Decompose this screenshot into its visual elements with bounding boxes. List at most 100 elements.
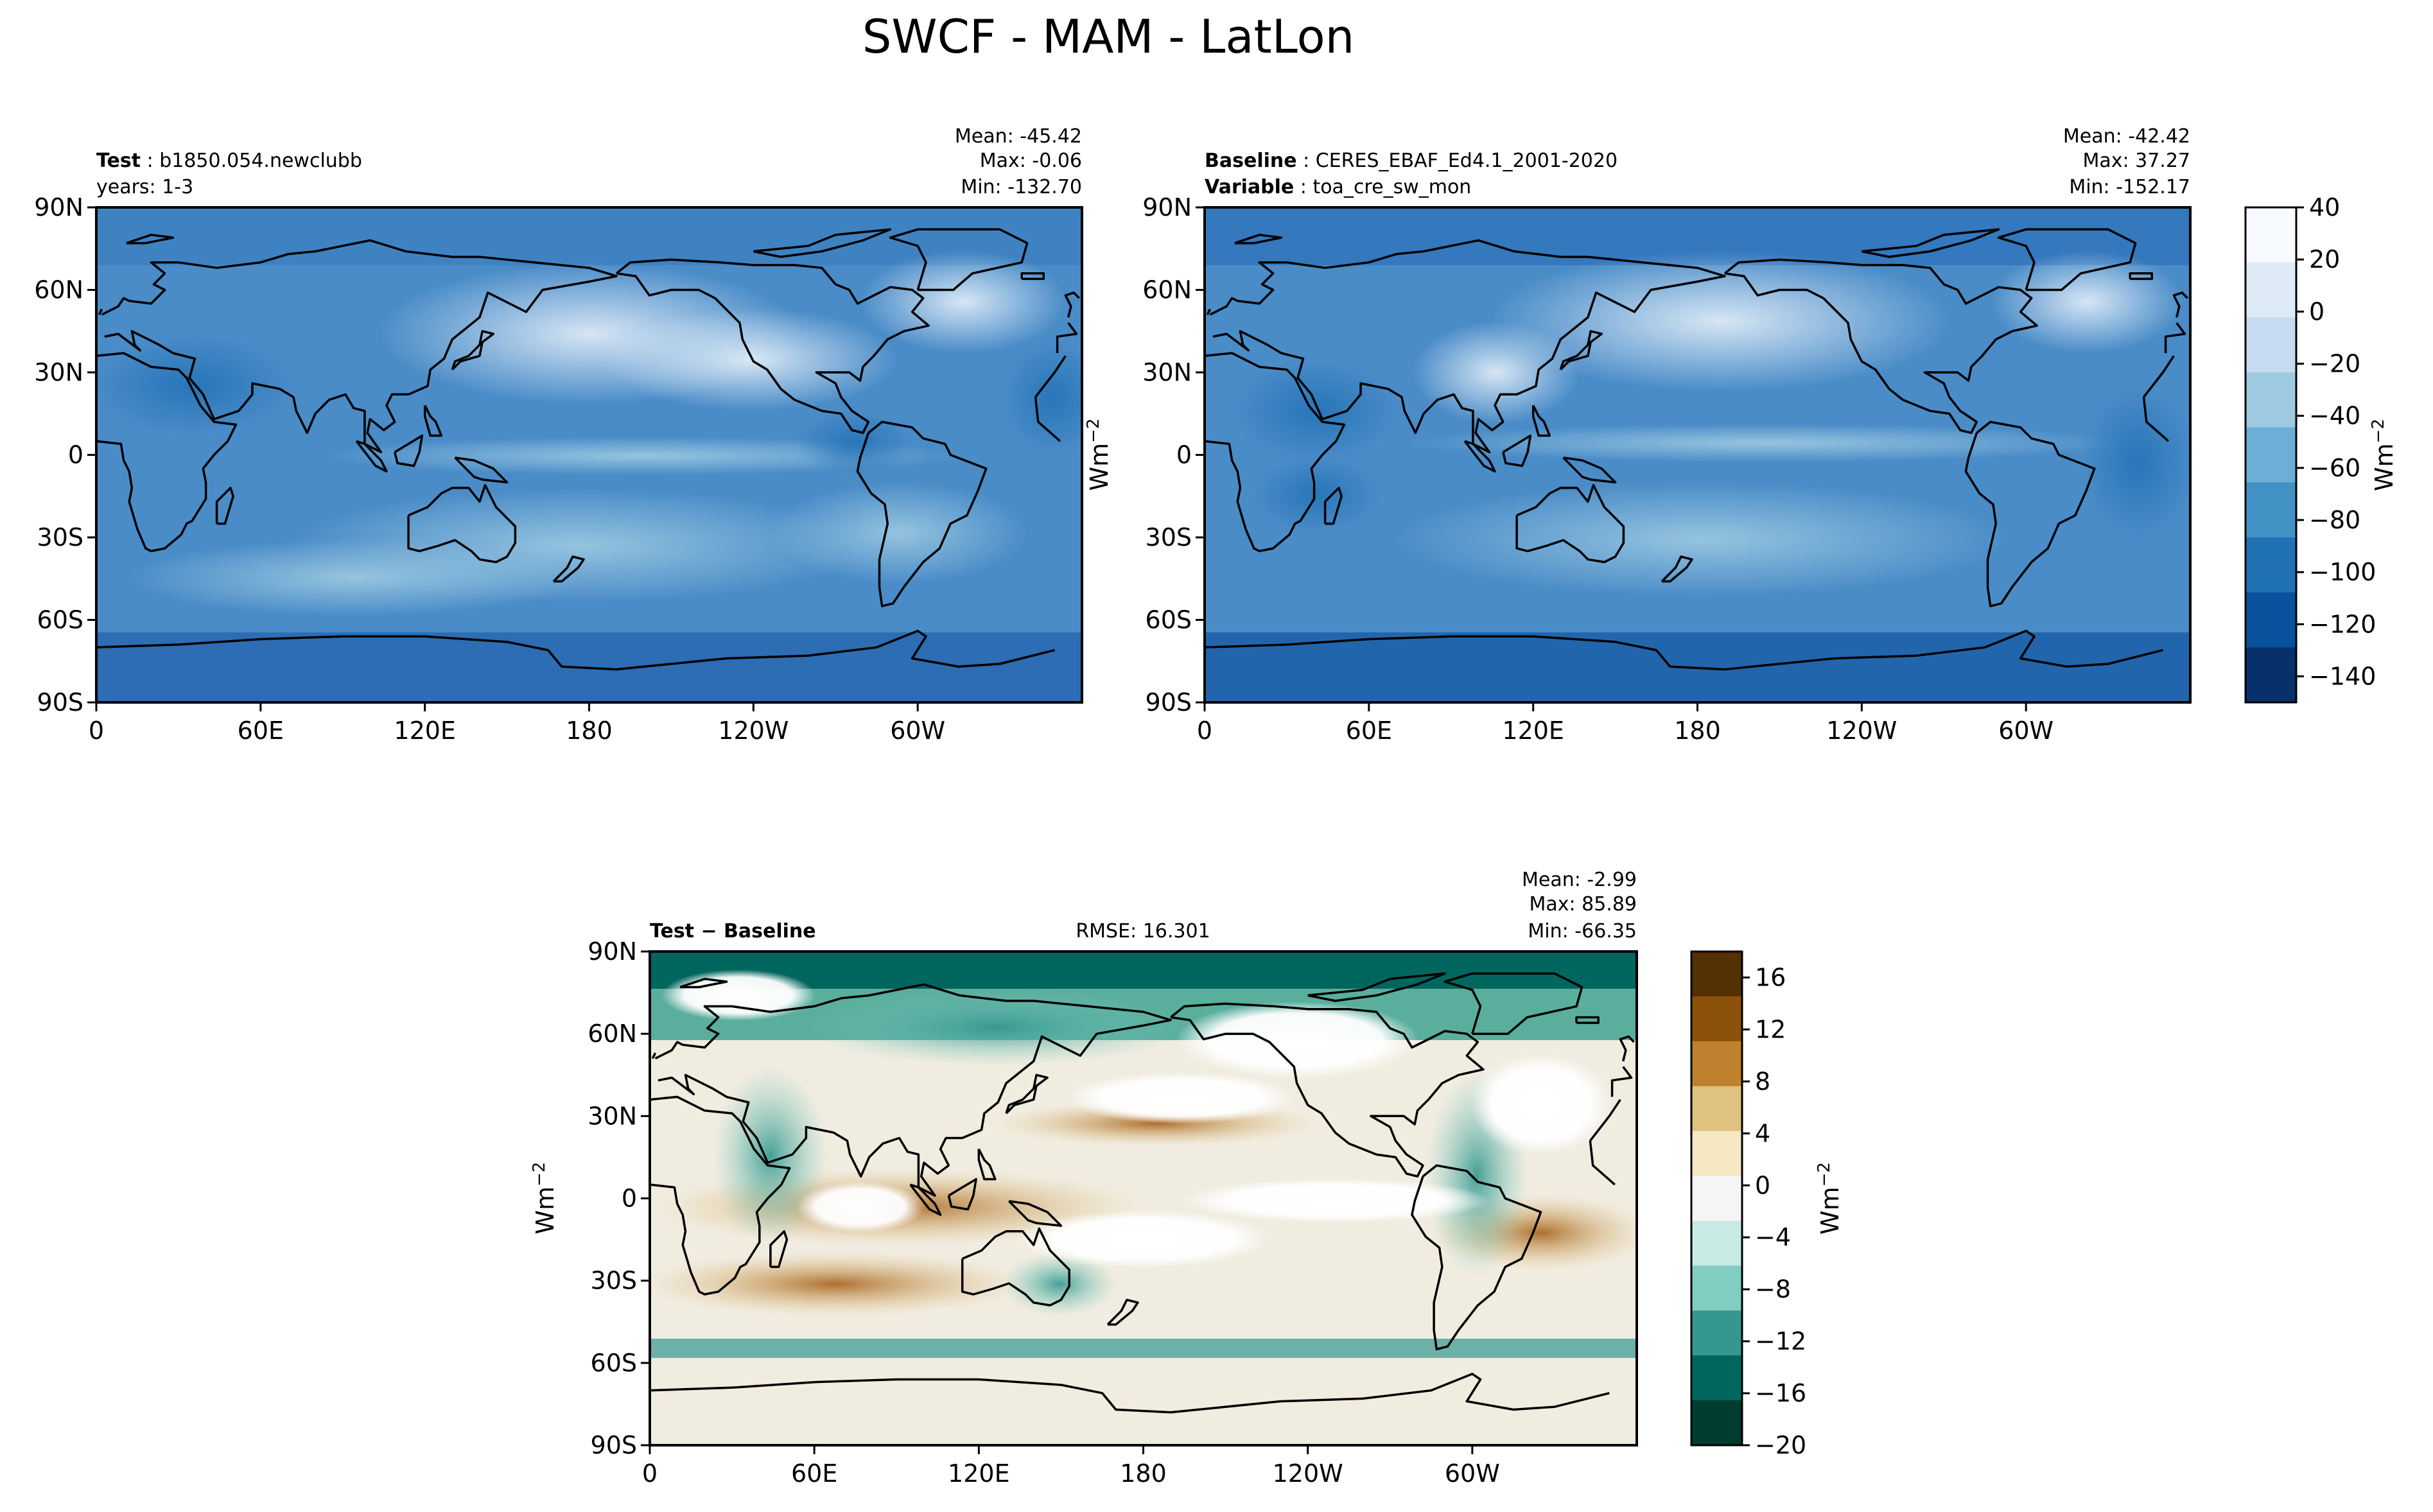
baseline-coast-sumatra [1463,440,1496,473]
top-colorbar-label: 40 [2309,193,2340,222]
test-side-unit: Wm−2 [1084,419,1113,491]
test-field [96,207,1082,702]
baseline-xtick-label: 0 [1197,717,1212,745]
panel-test [96,207,1082,702]
test-coast-new-zealand [552,555,585,583]
baseline-xtick-label: 120W [1826,717,1897,745]
difference-coast-greenland [1443,972,1583,1035]
top-colorbar-band [2246,592,2296,621]
bottom-colorbar-band [1691,1400,1742,1424]
difference-ytick-label: 0 [622,1185,637,1213]
difference-coastlines [649,972,1635,1414]
difference-map: 0 60E 120E 180 120W 60W 90N 60N 30N 0 30S 60S 90S [588,937,1638,1488]
difference-coast-canada-islands [1307,972,1446,1002]
baseline-label: Baseline [1205,150,1297,172]
baseline-ytick-label: 30N [1142,358,1192,387]
baseline-variable: Variable : toa_cre_sw_mon [1205,176,1471,198]
test-ytick-label: 90N [34,193,83,222]
baseline-header: Baseline : CERES_EBAF_Ed4.1_2001-2020 [1205,150,1618,172]
bottom-colorbar-band [1691,1288,1742,1312]
test-coast-antarctica [96,629,1055,671]
difference-xtick-label: 0 [642,1459,658,1488]
test-ytick-label: 60N [34,276,83,304]
difference-coast-south-america [1411,1164,1542,1351]
difference-coast-uk [651,1035,1635,1062]
baseline-case: CERES_EBAF_Ed4.1_2001-2020 [1316,150,1618,172]
test-header: Test : b1850.054.newclubb [96,150,362,172]
colorbars: 40200−20−40−60−80−100−120−140Wm−21612840… [1690,193,2398,1459]
bottom-colorbar-label: −8 [1755,1275,1791,1303]
baseline-colon: : [1297,150,1316,172]
difference-rmse: RMSE: 16.301 [1076,920,1210,943]
bottom-colorbar-band [1691,1198,1742,1222]
baseline-coast-canada-islands [1861,228,2000,258]
baseline-coast-philippines [1531,404,1551,437]
top-colorbar-unit: Wm−2 [2369,419,2398,491]
bottom-colorbar-label: 12 [1755,1015,1786,1043]
bottom-colorbar-band [1691,1176,1742,1199]
baseline-coast-new-guinea [1562,456,1617,484]
top-colorbar-band [2246,399,2296,428]
difference-xtick-label: 120W [1273,1459,1343,1488]
difference-coast-antarctica [649,1373,1610,1414]
bottom-colorbar-band [1691,1378,1742,1402]
bottom-colorbar-band [1691,973,1742,997]
baseline-coast-iceland [2129,272,2154,281]
bottom-colorbar-frame [1690,950,1743,1447]
test-coastlines [96,228,1080,671]
top-colorbar-band [2246,675,2296,703]
top-colorbar-band [2246,564,2296,593]
baseline-coast-new-zealand [1661,555,1693,583]
test-xtick-label: 180 [566,717,613,745]
top-colorbar-band [2246,510,2296,538]
bottom-colorbar-band [1691,1355,1742,1379]
baseline-min: Min: -152.17 [2069,176,2190,198]
baseline-ytick-label: 90N [1142,193,1192,222]
test-colon: : [141,150,159,172]
difference-coast-new-zealand [1106,1298,1139,1326]
bottom-colorbar-band [1691,1108,1742,1132]
bottom-colorbar-band [1691,996,1742,1020]
baseline-max: Max: 37.27 [2082,150,2190,172]
test-coast-iceland [1020,272,1045,281]
difference-ytick-label: 90S [591,1431,637,1459]
baseline-ytick-label: 90S [1146,688,1192,717]
bottom-colorbar-label: 0 [1755,1171,1770,1199]
difference-coast-africa [649,1095,1621,1296]
test-years: years: 1-3 [96,176,193,198]
difference-max: Max: 85.89 [1529,893,1637,916]
baseline-coast-south-america [1964,421,2096,607]
test-xtick-label: 60W [890,717,945,745]
difference-mean: Mean: -2.99 [1522,869,1637,891]
top-colorbar: 40 20 0 −20 −40 −60 −80 −100 −120 −140 Wm−2 [2244,193,2398,704]
top-colorbar-band [2246,262,2296,291]
top-colorbar-band [2246,372,2296,401]
top-colorbar-label: 20 [2309,245,2340,274]
difference-ytick-label: 60S [591,1349,637,1377]
panel-baseline [1205,207,2190,702]
test-coast-canada-islands [753,228,892,258]
baseline-field [1205,207,2190,702]
bottom-colorbar-label: −20 [1755,1431,1806,1459]
difference-coast-svalbard [679,977,728,989]
bottom-colorbar-unit: Wm−2 [1815,1162,1844,1235]
top-colorbar-label: −100 [2309,558,2376,586]
top-colorbar-band [2246,620,2296,648]
test-coast-africa [96,352,1067,553]
baseline-coastlines [1204,228,2188,671]
top-colorbar-band [2246,345,2296,373]
top-colorbar-unit-base: Wm [2370,443,2398,491]
difference-field [650,952,1637,1445]
bottom-colorbar-band [1691,1153,1742,1177]
bottom-colorbar-band [1691,1243,1742,1267]
test-coast-australia [407,483,517,564]
difference-ytick-label: 30S [591,1267,637,1295]
baseline-coast-australia [1515,483,1625,564]
difference-coast-japan [1005,1073,1049,1115]
bottom-colorbar-label: −12 [1755,1327,1806,1355]
test-coast-europe-asia [101,239,1078,453]
test-coast-philippines [423,404,443,437]
difference-coast-europe-asia [654,983,1633,1197]
baseline-coast-antarctica [1204,629,2163,671]
variable-label: Variable [1205,176,1294,198]
